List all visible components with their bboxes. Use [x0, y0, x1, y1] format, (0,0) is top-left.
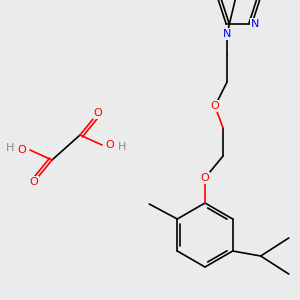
Text: N: N — [223, 29, 231, 39]
Text: O: O — [201, 173, 209, 183]
Text: O: O — [106, 140, 114, 150]
Text: O: O — [211, 101, 219, 111]
Text: H: H — [118, 142, 126, 152]
Text: N: N — [251, 19, 259, 29]
Text: H: H — [6, 143, 14, 153]
Text: O: O — [30, 177, 38, 187]
Text: O: O — [18, 145, 26, 155]
Text: O: O — [94, 108, 102, 118]
